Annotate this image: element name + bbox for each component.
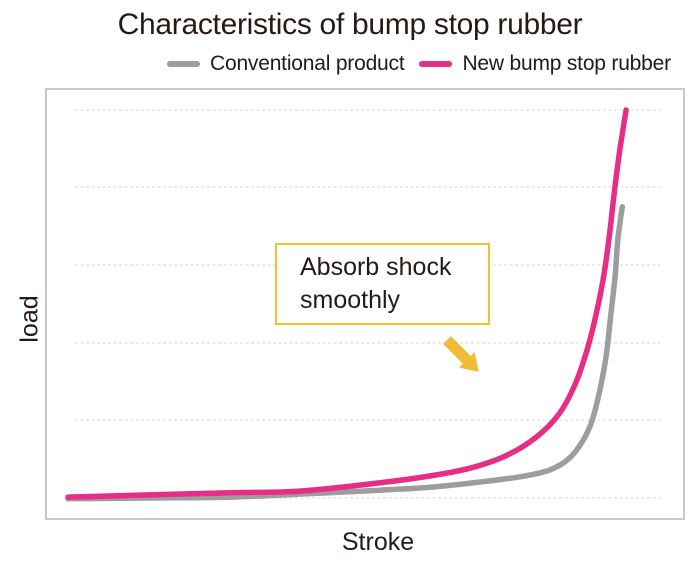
legend-line-swatch-new [419, 61, 453, 67]
legend-label-conventional: Conventional product [210, 52, 405, 75]
legend-item-conventional: Conventional product [167, 52, 405, 76]
down-right-arrow-icon [443, 336, 479, 372]
legend-line-swatch-conventional [167, 61, 200, 67]
series-line-new [65, 107, 629, 500]
legend-item-new: New bump stop rubber [419, 52, 671, 76]
down-right-arrow-shape [443, 336, 479, 372]
y-axis-label: load [15, 295, 44, 343]
legend-label-new: New bump stop rubber [462, 52, 671, 75]
legend: Conventional product New bump stop rubbe… [167, 52, 671, 76]
annotation-text-line-2: smoothly [300, 286, 401, 314]
x-axis-label: Stroke [341, 528, 415, 556]
annotation-text-line-1: Absorb shock [300, 253, 452, 281]
series-line-conventional [65, 204, 626, 502]
annotation-box: Absorb shock smoothly [275, 243, 490, 325]
chart-title: Characteristics of bump stop rubber [117, 8, 583, 41]
